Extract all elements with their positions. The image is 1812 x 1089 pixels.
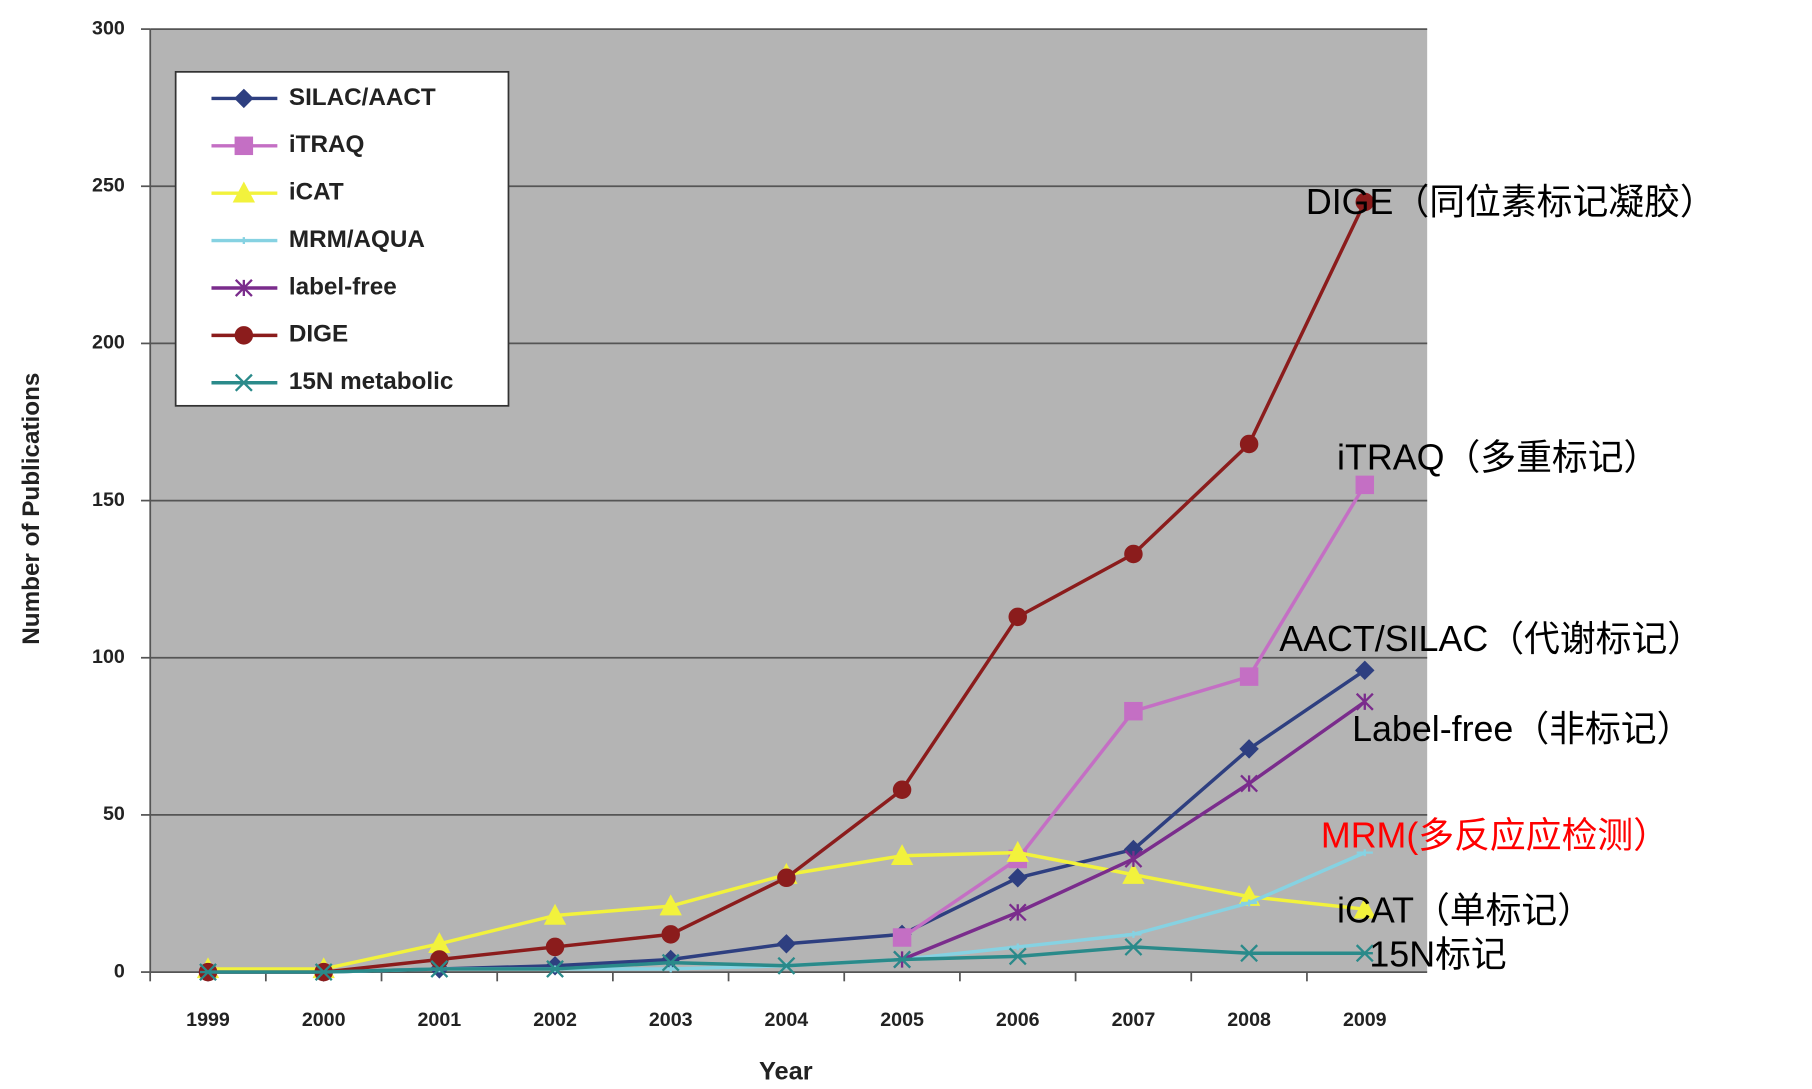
- marker: [1124, 701, 1143, 721]
- marker: [1008, 903, 1027, 922]
- y-tick-label: 200: [92, 332, 125, 354]
- marker: [234, 373, 253, 392]
- marker: [543, 903, 567, 925]
- marker: [892, 780, 912, 800]
- marker: [1240, 774, 1259, 793]
- marker: [893, 950, 911, 969]
- marker: [776, 934, 797, 954]
- marker: [1241, 899, 1258, 907]
- marker: [1122, 862, 1145, 884]
- x-tick-label: 2006: [996, 1009, 1040, 1031]
- marker: [1355, 192, 1375, 212]
- marker: [1124, 938, 1143, 956]
- marker: [1239, 739, 1259, 759]
- marker: [890, 844, 914, 866]
- marker: [430, 960, 449, 978]
- annotation: iTRAQ（多重标记）: [1337, 438, 1659, 478]
- y-tick-label: 100: [92, 646, 125, 668]
- x-axis-label: Year: [759, 1057, 813, 1085]
- x-tick-label: 2007: [1112, 1009, 1156, 1031]
- marker: [234, 136, 254, 156]
- y-tick-label: 150: [92, 489, 125, 511]
- legend-label: MRM/AQUA: [289, 226, 425, 253]
- legend: SILAC/AACT iTRAQ iCAT MRM/AQUA label-free DIG…: [174, 70, 510, 407]
- y-tick-label: 250: [92, 174, 125, 196]
- marker: [661, 925, 680, 944]
- annotation: AACT/SILAC（代谢标记）: [1279, 619, 1703, 659]
- y-tick-label: 0: [114, 960, 125, 982]
- marker: [234, 88, 254, 109]
- legend-label: label-free: [289, 273, 397, 300]
- marker: [1356, 849, 1373, 857]
- x-tick-label: 2000: [302, 1009, 346, 1031]
- marker: [545, 937, 565, 957]
- x-tick-label: 2003: [649, 1009, 693, 1031]
- marker: [1008, 607, 1027, 627]
- x-tick-label: 1999: [186, 1009, 230, 1031]
- marker: [1008, 947, 1027, 966]
- annotation: iCAT（单标记）: [1337, 891, 1593, 931]
- annotation: MRM(多反应应检测）: [1321, 815, 1669, 855]
- legend-label: SILAC/AACT: [289, 84, 436, 111]
- marker: [1124, 850, 1143, 868]
- marker: [234, 326, 254, 345]
- marker: [1239, 434, 1259, 454]
- marker: [1125, 930, 1142, 938]
- x-tick-label: 2005: [880, 1009, 924, 1031]
- marker: [1239, 667, 1259, 686]
- marker: [234, 279, 253, 297]
- marker: [659, 894, 682, 916]
- marker: [1124, 544, 1143, 564]
- x-tick-label: 2009: [1343, 1009, 1387, 1031]
- x-tick-label: 2001: [418, 1009, 462, 1031]
- legend-label: DIGE: [289, 321, 348, 348]
- y-tick-label: 50: [103, 803, 125, 825]
- legend-label: iTRAQ: [289, 131, 364, 158]
- annotation: 15N标记: [1369, 935, 1506, 975]
- x-tick-label: 2008: [1227, 1009, 1271, 1031]
- marker: [1355, 475, 1375, 495]
- marker: [661, 953, 680, 972]
- annotation: Label-free（非标记）: [1352, 709, 1692, 749]
- marker: [546, 960, 564, 978]
- marker: [199, 963, 217, 981]
- marker: [1355, 692, 1374, 711]
- marker: [892, 928, 912, 947]
- marker: [430, 950, 449, 969]
- y-axis-label: Number of Publications: [18, 373, 45, 645]
- marker: [235, 237, 252, 245]
- marker: [1355, 944, 1374, 963]
- marker: [1009, 943, 1026, 951]
- legend-label: iCAT: [289, 179, 344, 206]
- marker: [1355, 660, 1375, 681]
- marker: [1353, 897, 1376, 919]
- marker: [777, 868, 796, 888]
- marker: [1240, 944, 1259, 963]
- marker: [232, 181, 256, 203]
- marker: [1008, 868, 1028, 888]
- marker: [777, 956, 796, 975]
- y-tick-label: 300: [92, 17, 125, 39]
- annotation: DIGE（同位素标记凝胶）: [1306, 182, 1716, 222]
- legend-label: 15N metabolic: [289, 368, 453, 395]
- x-tick-label: 2004: [765, 1009, 809, 1031]
- x-tick-label: 2002: [533, 1009, 577, 1031]
- marker: [1006, 840, 1029, 862]
- marker: [314, 963, 333, 981]
